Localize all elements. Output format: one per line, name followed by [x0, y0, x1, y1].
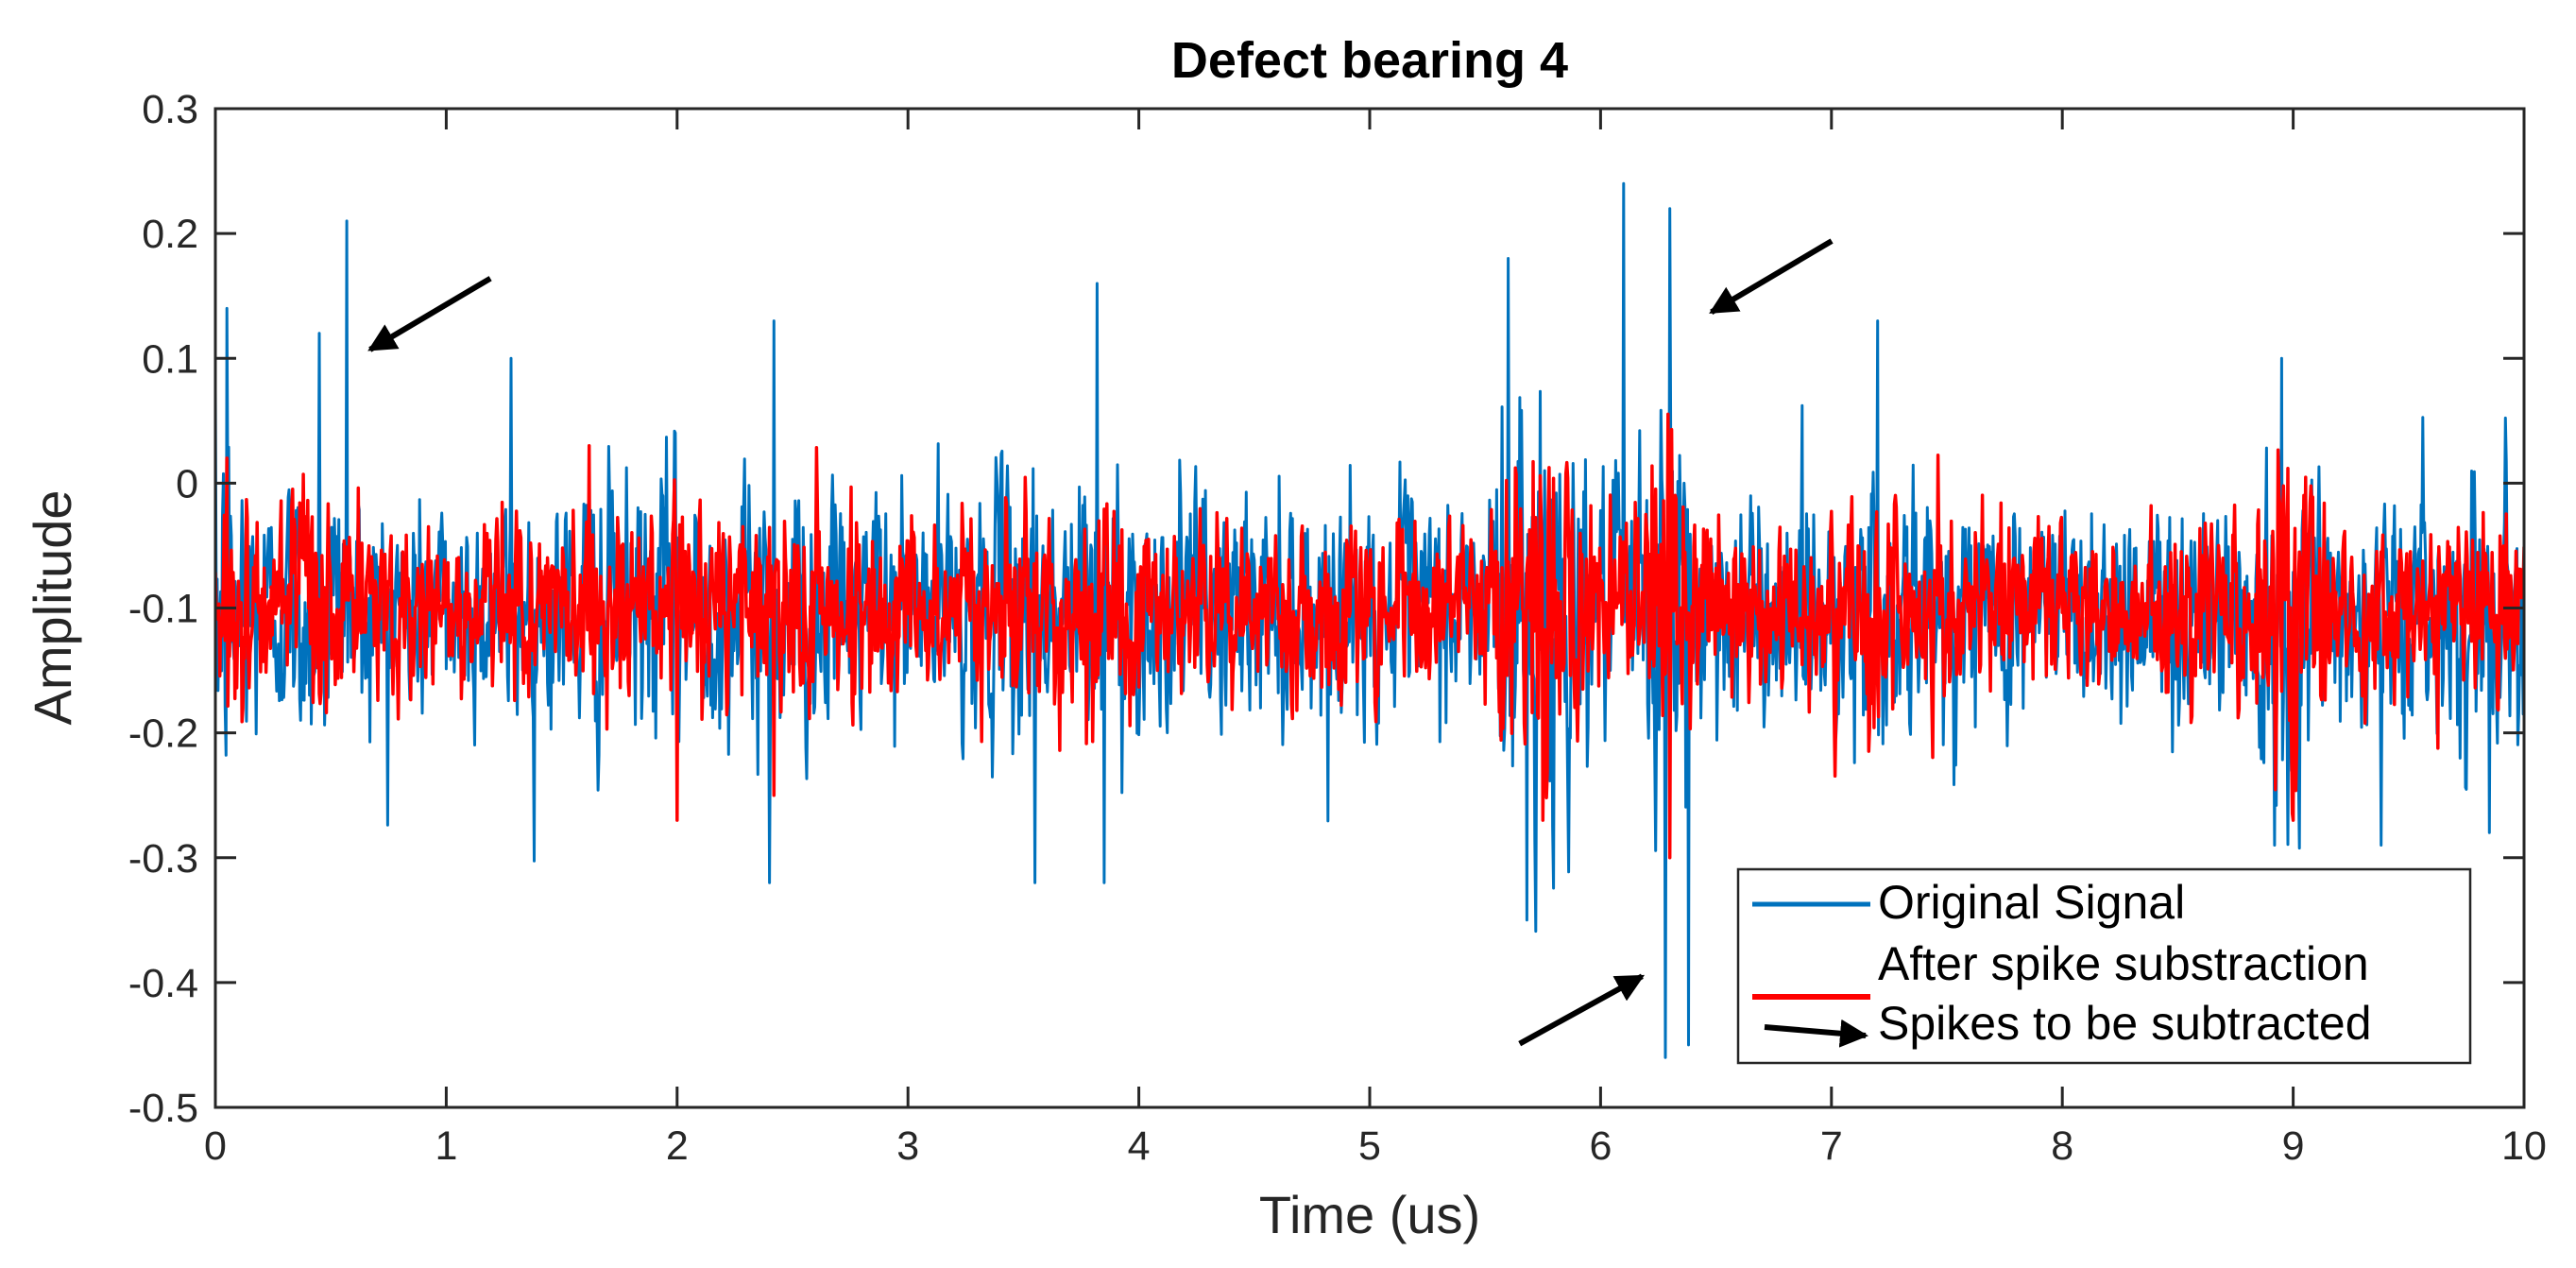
legend-label-original: Original Signal	[1878, 876, 2185, 929]
x-tick-label: 0	[204, 1123, 227, 1169]
y-tick-label: 0.1	[142, 336, 198, 382]
x-tick-label: 8	[2051, 1123, 2073, 1169]
x-tick-label: 6	[1589, 1123, 1612, 1169]
x-tick-label: 3	[896, 1123, 919, 1169]
x-tick-label: 1	[435, 1123, 457, 1169]
series-layer	[215, 181, 2524, 1059]
legend-label-after: After spike substraction	[1878, 937, 2369, 990]
series-line-after-spike-substraction	[215, 412, 2524, 860]
legend-swatch-spikes	[1764, 1019, 1868, 1048]
y-tick-label: -0.1	[128, 587, 198, 632]
y-axis: 0.3 0.2 0.1 0 -0.1 -0.2 -0.3 -0.4 -0.5	[128, 87, 2524, 1131]
x-tick-label: 10	[2501, 1123, 2547, 1169]
y-tick-label: -0.3	[128, 836, 198, 882]
chart-title: Defect bearing 4	[1171, 32, 1568, 89]
x-tick-label: 9	[2282, 1123, 2305, 1169]
x-axis: 0 1 2 3 4 5 6 7 8 9 10	[204, 109, 2547, 1169]
x-axis-label: Time (us)	[1259, 1185, 1480, 1244]
y-tick-label: 0.3	[142, 87, 198, 132]
y-tick-label: -0.4	[128, 961, 198, 1006]
spike-arrow	[1518, 973, 1646, 1047]
y-tick-label: -0.2	[128, 711, 198, 757]
y-tick-label: 0	[176, 461, 198, 506]
legend: Original Signal After spike substraction…	[1736, 867, 2472, 1065]
y-tick-label: 0.2	[142, 212, 198, 257]
y-tick-label: -0.5	[128, 1086, 198, 1131]
spike-arrow	[1709, 238, 1834, 315]
x-tick-label: 4	[1128, 1123, 1151, 1169]
legend-label-spikes: Spikes to be subtracted	[1878, 997, 2372, 1050]
x-tick-label: 7	[1820, 1123, 1843, 1169]
annotation-arrows	[367, 238, 1834, 1047]
y-axis-label: Amplitude	[23, 489, 82, 725]
x-tick-label: 5	[1358, 1123, 1381, 1169]
x-tick-label: 2	[666, 1123, 689, 1169]
spike-arrow	[367, 276, 492, 352]
